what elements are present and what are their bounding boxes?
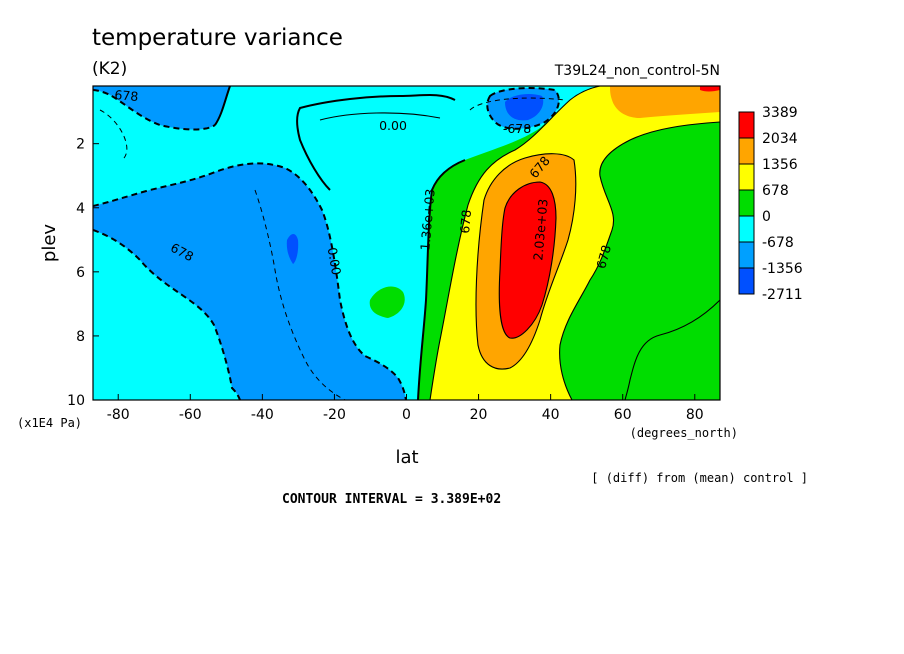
y-axis-label: plev [39, 224, 60, 263]
colorbar-swatch [738, 215, 755, 243]
contour-red-edge [498, 181, 557, 339]
x-tick-label: 80 [686, 407, 704, 423]
colorbar: 3389 2034 1356 678 0 -678 -1356 -2711 [738, 105, 803, 303]
region-orange-topright [610, 86, 720, 118]
region-cyan-midtop [297, 95, 455, 190]
contour-interval: CONTOUR INTERVAL = 3.389E+02 [282, 492, 501, 507]
y-tick-label: 2 [76, 137, 85, 153]
x-tick-label: -20 [323, 407, 346, 423]
contour-green-east [624, 299, 720, 400]
y-axis-units: (x1E4 Pa) [17, 416, 82, 430]
contour-label: 0.00 [379, 118, 407, 133]
colorbar-swatch [738, 163, 755, 191]
region-blue-south [286, 234, 299, 264]
y-tick-label: 4 [76, 201, 85, 217]
contour-yellow-east [559, 121, 720, 400]
contour-neg-south [93, 162, 407, 400]
contour-neg-south-inner [254, 189, 346, 400]
x-tick-label: 40 [542, 407, 560, 423]
x-tick-label: 20 [470, 407, 488, 423]
y-tick-label: 6 [76, 265, 85, 281]
contour-label: 1.36e+03 [417, 188, 437, 251]
difference-note: [ (diff) from (mean) control ] [591, 471, 808, 485]
contour-yellow-edge [429, 86, 601, 400]
contour-green-inner [319, 112, 441, 121]
x-axis-ticks: -80 -60 -40 -20 0 20 40 60 80 [107, 394, 704, 423]
contour-label: -678 [503, 121, 531, 136]
colorbar-swatch [738, 267, 755, 295]
dataset-label: T39L24_non_control-5N [554, 63, 720, 79]
contour-label: 0.00 [325, 246, 345, 276]
colorbar-label: -2711 [762, 287, 803, 303]
region-red-topright [700, 86, 720, 92]
contour-label: 678 [114, 87, 139, 104]
colorbar-swatch [738, 111, 755, 139]
contour-neg-topleft [93, 89, 216, 131]
region-red [499, 182, 556, 339]
colorbar-label: 678 [762, 183, 789, 199]
contour-neg-topleft-inner [99, 109, 128, 161]
region-lightblue-topleft [93, 86, 230, 130]
x-tick-label: -80 [107, 407, 130, 423]
x-axis-label: lat [395, 447, 418, 468]
contour-field [93, 86, 720, 400]
x-axis-units: (degrees_north) [630, 426, 738, 440]
colorbar-label: 3389 [762, 105, 798, 121]
colorbar-label: -1356 [762, 261, 803, 277]
colorbar-label: 1356 [762, 157, 798, 173]
x-tick-label: 60 [614, 407, 632, 423]
y-axis-ticks: 2 4 6 8 10 [67, 137, 99, 409]
contour-neg-topmid [486, 87, 560, 130]
colorbar-label: 0 [762, 209, 771, 225]
contour-orange-edge [475, 153, 577, 370]
contour-label: 678 [457, 209, 474, 234]
region-blue-topmid [505, 94, 544, 121]
colorbar-swatch [738, 241, 755, 269]
colorbar-swatch [738, 189, 755, 217]
colorbar-label: 2034 [762, 131, 798, 147]
chart-units: (K2) [92, 59, 127, 79]
contour-zero-north [214, 86, 466, 400]
y-tick-label: 8 [76, 329, 85, 345]
colorbar-swatch [738, 137, 755, 165]
x-tick-label: -60 [179, 407, 202, 423]
x-tick-label: -40 [251, 407, 274, 423]
chart-title: temperature variance [92, 25, 343, 51]
contour-neg-topmid-outer [469, 97, 566, 111]
contour-neg-south-lower [93, 229, 241, 400]
contour-label: 678 [593, 243, 614, 270]
contour-label: 2.03e+03 [530, 198, 550, 261]
x-tick-label: 0 [402, 407, 411, 423]
region-lightblue-south [93, 163, 406, 400]
region-green-blob [369, 286, 405, 318]
colorbar-label: -678 [762, 235, 794, 251]
y-tick-label: 10 [67, 393, 85, 409]
